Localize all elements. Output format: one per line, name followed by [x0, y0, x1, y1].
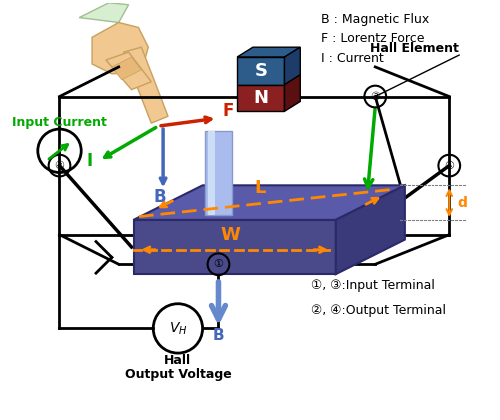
Polygon shape — [79, 3, 128, 23]
Text: Input Current: Input Current — [12, 116, 107, 129]
Polygon shape — [237, 85, 284, 111]
Text: ②, ④:Output Terminal: ②, ④:Output Terminal — [311, 304, 446, 317]
Text: d: d — [457, 196, 467, 210]
Polygon shape — [204, 131, 233, 215]
Text: ②: ② — [54, 160, 64, 171]
Polygon shape — [336, 185, 405, 274]
Text: W: W — [220, 226, 240, 244]
Text: ③: ③ — [370, 92, 380, 102]
Text: B : Magnetic Flux: B : Magnetic Flux — [321, 13, 429, 26]
Polygon shape — [106, 52, 152, 89]
Polygon shape — [134, 220, 336, 274]
Text: ④: ④ — [444, 160, 454, 171]
Polygon shape — [237, 47, 300, 57]
Text: ①: ① — [214, 259, 224, 269]
Polygon shape — [92, 23, 148, 74]
Polygon shape — [237, 57, 284, 85]
Text: Hall: Hall — [164, 354, 192, 368]
Text: $V_H$: $V_H$ — [168, 320, 187, 336]
Text: N: N — [254, 89, 268, 107]
Polygon shape — [284, 75, 300, 111]
Text: Hall Element: Hall Element — [370, 42, 459, 55]
Text: Output Voltage: Output Voltage — [124, 368, 232, 381]
Polygon shape — [112, 57, 142, 80]
Polygon shape — [208, 131, 214, 215]
Text: I : Current: I : Current — [321, 52, 384, 65]
Text: I: I — [86, 152, 92, 170]
Text: ①, ③:Input Terminal: ①, ③:Input Terminal — [311, 279, 435, 292]
Polygon shape — [284, 47, 300, 85]
Polygon shape — [124, 47, 168, 123]
Text: F: F — [222, 102, 234, 120]
Text: B: B — [212, 328, 224, 343]
Text: F : Lorentz Force: F : Lorentz Force — [321, 32, 424, 45]
Text: B: B — [154, 188, 166, 206]
Text: S: S — [254, 62, 268, 80]
Polygon shape — [134, 185, 405, 220]
Text: L: L — [254, 179, 266, 197]
